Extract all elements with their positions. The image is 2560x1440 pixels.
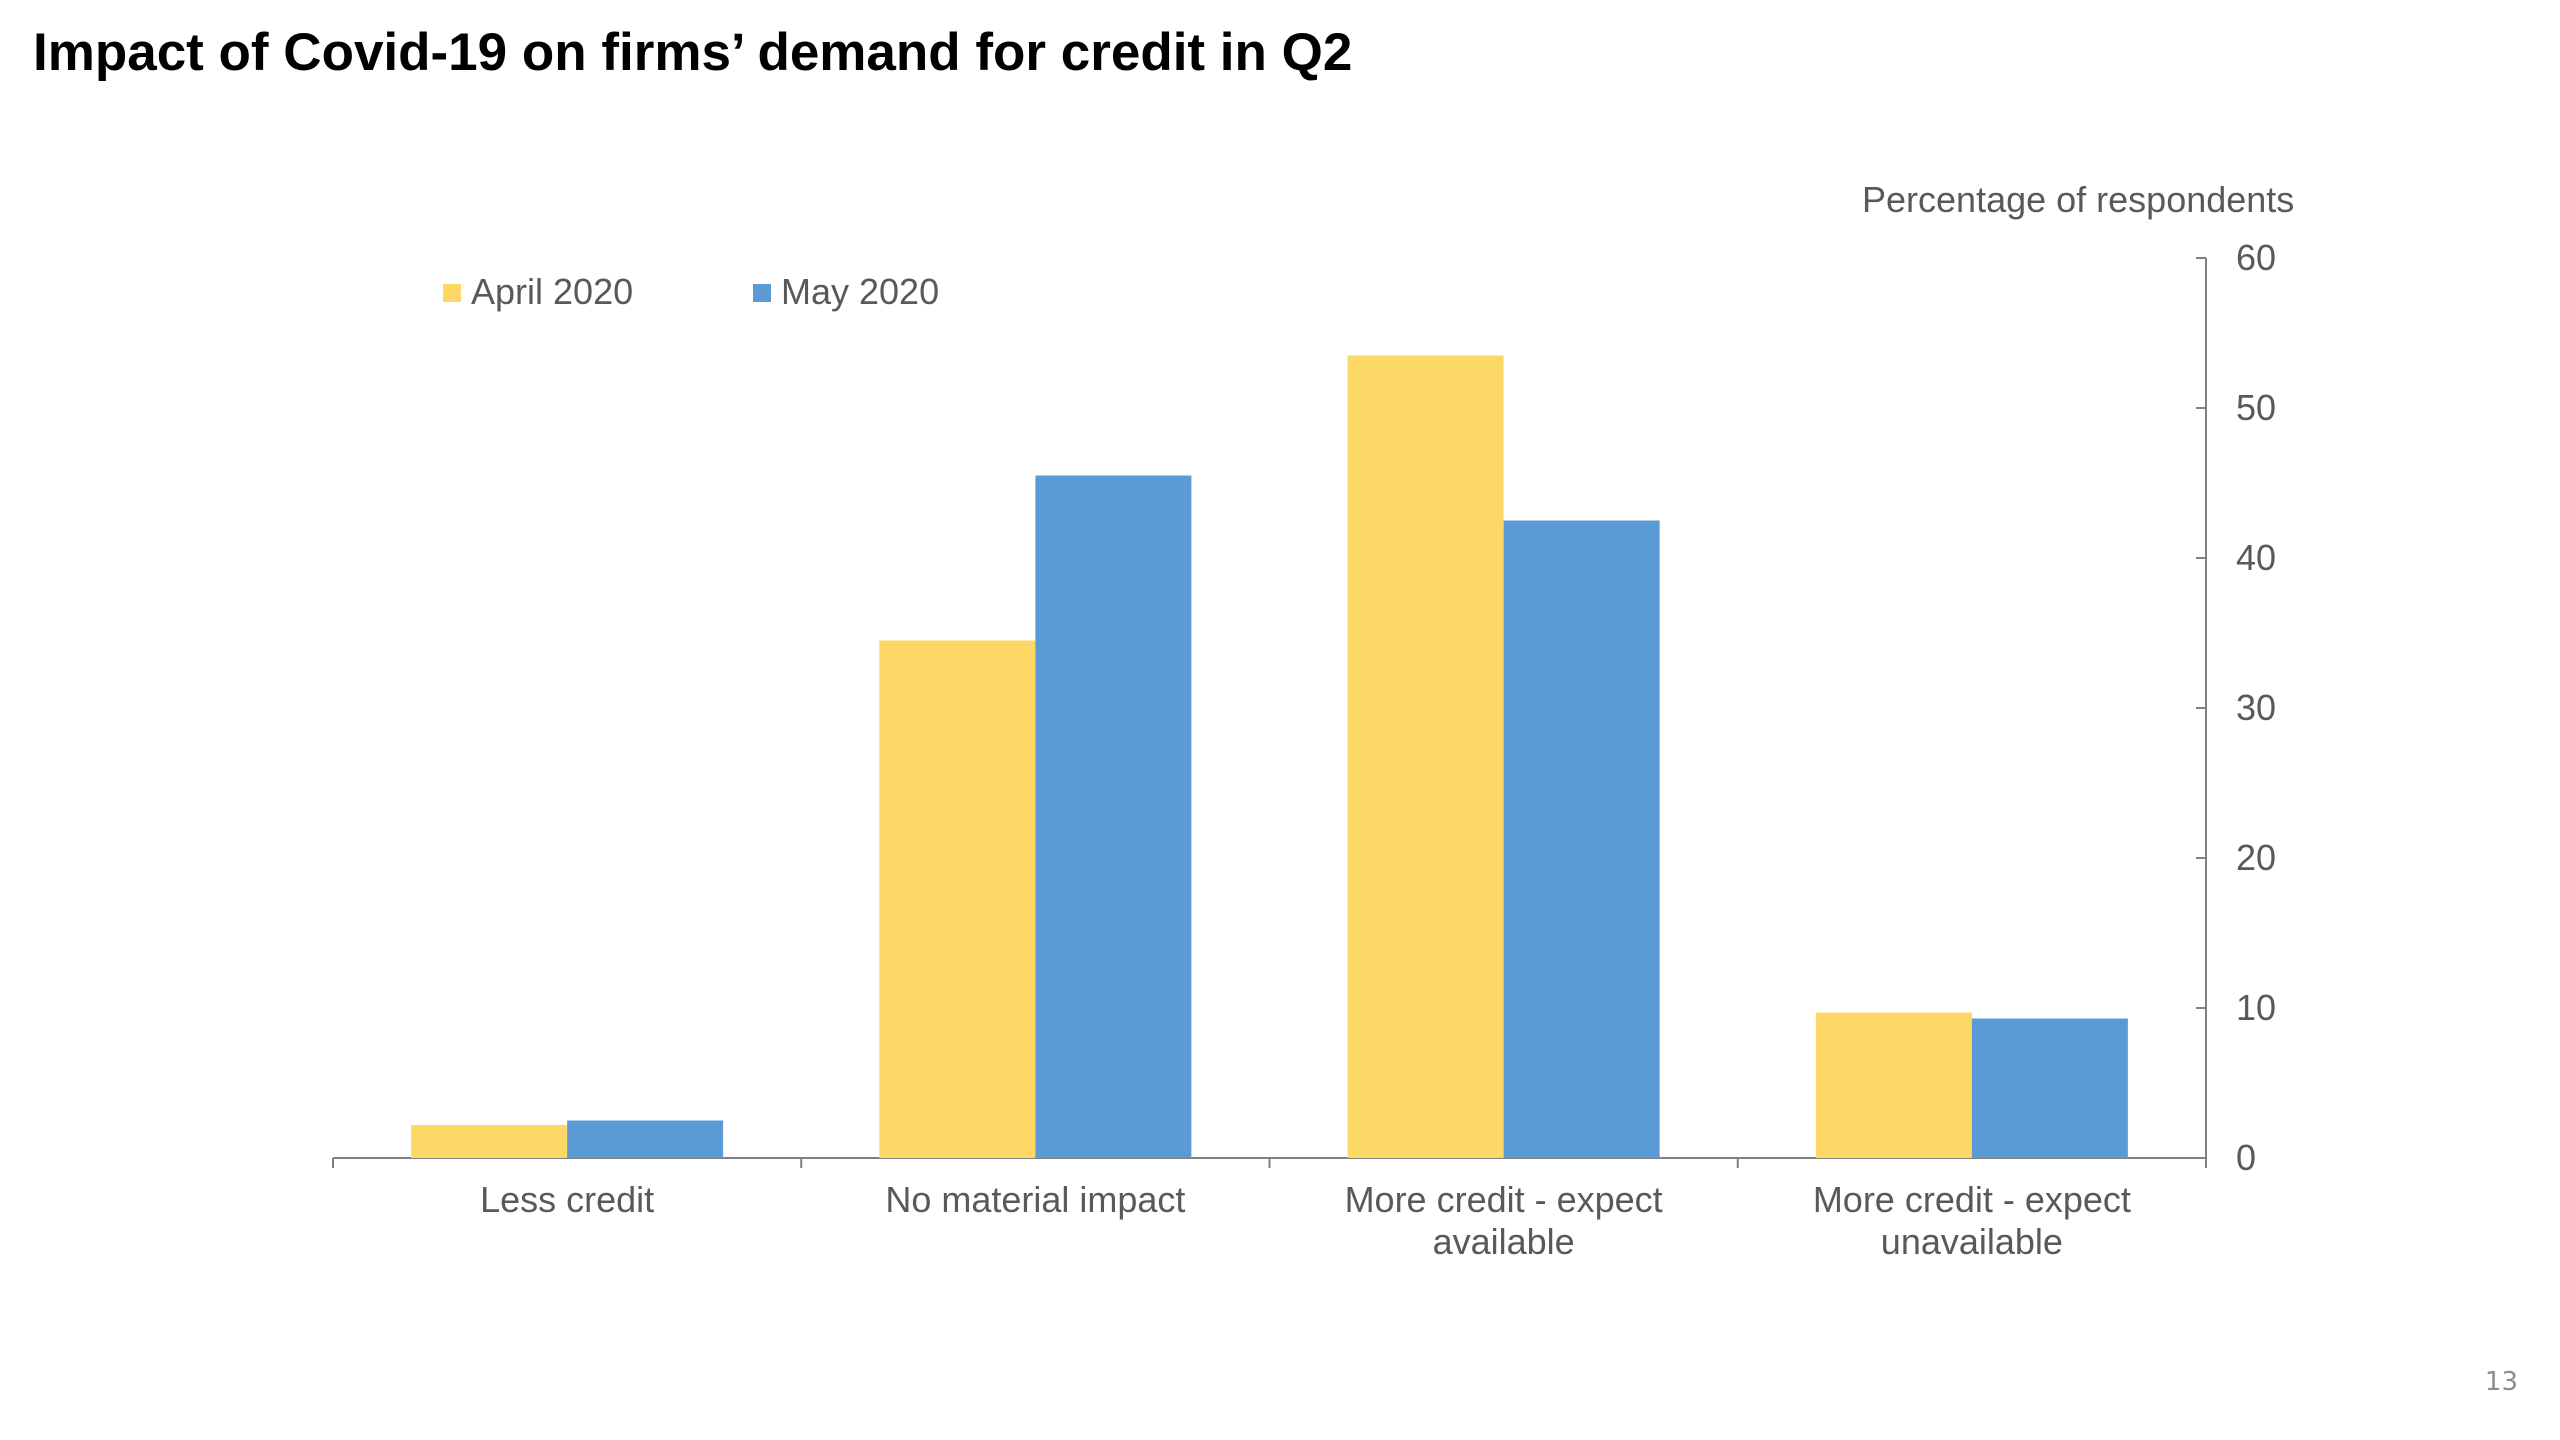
- chart-legend: April 2020 May 2020: [443, 271, 939, 312]
- bar: [411, 1125, 568, 1158]
- legend-swatch: [753, 284, 771, 302]
- slide-title: Impact of Covid-19 on firms’ demand for …: [33, 23, 1353, 82]
- x-tick-label: unavailable: [1881, 1221, 2063, 1262]
- y-tick-label: 10: [2236, 987, 2276, 1028]
- y-tick-label: 30: [2236, 687, 2276, 728]
- bar: [567, 1120, 724, 1158]
- y-tick-label: 0: [2236, 1137, 2256, 1178]
- x-tick-label: Less credit: [480, 1179, 654, 1220]
- legend-label: May 2020: [781, 271, 939, 312]
- y-tick-label: 50: [2236, 387, 2276, 428]
- bar: [1815, 1012, 1972, 1158]
- bar: [1347, 355, 1504, 1158]
- bar: [1035, 475, 1192, 1158]
- chart-bars: [411, 355, 2128, 1158]
- x-tick-label: More credit - expect: [1813, 1179, 2131, 1220]
- y-tick-label: 20: [2236, 837, 2276, 878]
- y-tick-label: 40: [2236, 537, 2276, 578]
- bar: [1503, 520, 1660, 1158]
- legend-label: April 2020: [471, 271, 633, 312]
- bar: [879, 640, 1036, 1158]
- y-axis-title: Percentage of respondents: [1862, 179, 2294, 220]
- bar: [1971, 1018, 2128, 1158]
- page-number: 13: [2484, 1367, 2518, 1397]
- chart-labels: 0 10 20 30 40 50 60 Percentage of respondents Le…: [480, 179, 2294, 1262]
- legend-swatch: [443, 284, 461, 302]
- y-tick-label: 60: [2236, 237, 2276, 278]
- x-tick-label: More credit - expect: [1345, 1179, 1663, 1220]
- x-tick-label: available: [1433, 1221, 1575, 1262]
- x-tick-label: No material impact: [885, 1179, 1185, 1220]
